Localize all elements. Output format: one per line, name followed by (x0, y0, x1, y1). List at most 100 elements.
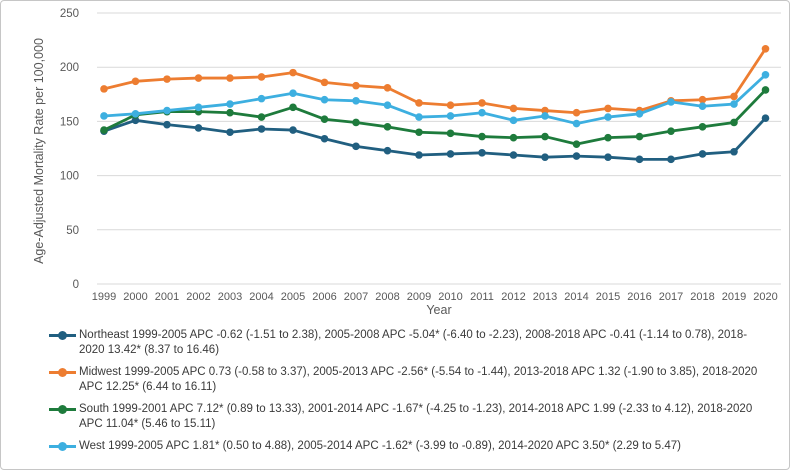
data-point-midwest (100, 85, 108, 93)
data-point-northeast (667, 155, 675, 164)
legend-item-south: South 1999-2001 APC 7.12* (0.89 to 13.33… (49, 402, 761, 432)
x-tick-label: 2004 (249, 291, 273, 303)
data-point-northeast (478, 149, 486, 157)
x-tick-label: 2002 (186, 291, 210, 303)
legend-marker-northeast-icon (49, 328, 79, 343)
data-point-northeast (131, 116, 140, 125)
data-point-midwest (604, 104, 612, 113)
data-point-west (541, 112, 549, 120)
data-point-south (730, 118, 738, 127)
data-point-west (446, 112, 455, 120)
data-point-northeast (163, 120, 171, 129)
data-point-west (257, 94, 266, 103)
x-tick-label: 2006 (312, 291, 336, 303)
data-point-west (635, 110, 644, 118)
x-axis-title: Year (426, 303, 452, 317)
x-tick-label: 2013 (533, 291, 557, 303)
series-line-midwest (102, 47, 767, 115)
data-point-south (761, 86, 770, 94)
data-point-northeast (572, 152, 581, 160)
series-line-northeast (102, 116, 767, 161)
x-tick-label: 2001 (155, 291, 179, 303)
legend: Northeast 1999-2005 APC -0.62 (-1.51 to … (49, 328, 761, 461)
data-point-west (289, 89, 297, 98)
data-point-west (131, 110, 140, 118)
data-point-midwest (478, 99, 486, 107)
x-tick-label: 2011 (470, 291, 494, 303)
data-point-northeast (415, 151, 423, 159)
data-point-midwest (226, 74, 234, 82)
data-point-south (541, 132, 549, 141)
data-point-south (478, 132, 486, 141)
data-point-west (478, 108, 486, 117)
data-point-west (194, 103, 203, 112)
x-tick-label: 1999 (92, 291, 116, 303)
data-point-northeast (289, 126, 297, 134)
data-point-south (289, 103, 297, 112)
data-point-midwest (446, 101, 455, 109)
x-tick-label: 2012 (501, 291, 525, 303)
data-point-northeast (541, 153, 549, 161)
data-point-midwest (194, 74, 203, 82)
data-point-south (509, 133, 518, 142)
data-point-south (572, 140, 581, 148)
data-point-west (415, 113, 423, 121)
data-point-midwest (289, 68, 297, 77)
legend-item-midwest: Midwest 1999-2005 APC 0.73 (-0.58 to 3.3… (49, 365, 761, 395)
data-point-west (698, 102, 707, 111)
data-point-midwest (352, 81, 360, 90)
data-point-west (572, 119, 581, 128)
data-point-midwest (730, 92, 738, 101)
x-tick-label: 2015 (596, 291, 620, 303)
data-point-midwest (415, 99, 423, 107)
data-point-south (415, 128, 423, 137)
legend-dot (58, 442, 67, 451)
y-tick-label: 50 (66, 225, 79, 237)
x-tick-label: 2017 (659, 291, 683, 303)
legend-label-south: South 1999-2001 APC 7.12* (0.89 to 13.33… (79, 403, 753, 430)
data-point-northeast (635, 155, 644, 164)
data-point-midwest (131, 77, 140, 86)
data-point-south (604, 133, 612, 142)
legend-label-midwest: Midwest 1999-2005 APC 0.73 (-0.58 to 3.3… (79, 366, 758, 393)
y-tick-label: 100 (60, 171, 79, 183)
data-point-south (100, 126, 108, 134)
data-point-northeast (446, 150, 455, 158)
y-tick-label: 150 (60, 116, 79, 128)
series-line-west (102, 73, 767, 125)
y-tick-label: 250 (60, 8, 79, 20)
data-point-south (698, 123, 707, 131)
x-tick-label: 2020 (753, 291, 777, 303)
data-point-midwest (541, 106, 549, 115)
data-point-northeast (761, 114, 770, 122)
x-tick-label: 2007 (344, 291, 368, 303)
x-tick-label: 2009 (407, 291, 431, 303)
data-point-midwest (163, 75, 171, 83)
data-point-south (320, 115, 329, 124)
legend-marker-west-icon (49, 439, 79, 454)
y-tick-label: 0 (73, 279, 79, 291)
legend-item-northeast: Northeast 1999-2005 APC -0.62 (-1.51 to … (49, 328, 761, 358)
data-point-northeast (604, 153, 612, 161)
legend-marker-midwest-icon (49, 365, 79, 380)
data-point-midwest (761, 44, 770, 53)
data-point-northeast (257, 125, 266, 133)
data-point-west (163, 106, 171, 115)
data-point-west (667, 98, 675, 106)
data-point-west (604, 113, 612, 121)
data-point-northeast (730, 147, 738, 156)
legend-dot (58, 331, 67, 340)
data-point-midwest (320, 78, 329, 87)
legend-item-west: West 1999-2005 APC 1.81* (0.50 to 4.88),… (49, 439, 761, 454)
x-tick-label: 2016 (627, 291, 651, 303)
data-point-northeast (352, 142, 360, 151)
data-point-west (761, 70, 770, 79)
x-tick-label: 2018 (690, 291, 714, 303)
x-tick-label: 2003 (218, 291, 242, 303)
data-point-west (352, 97, 360, 105)
data-point-south (635, 132, 644, 141)
data-point-midwest (572, 108, 581, 117)
data-point-northeast (698, 150, 707, 158)
x-tick-label: 2005 (281, 291, 305, 303)
data-point-northeast (194, 124, 203, 132)
